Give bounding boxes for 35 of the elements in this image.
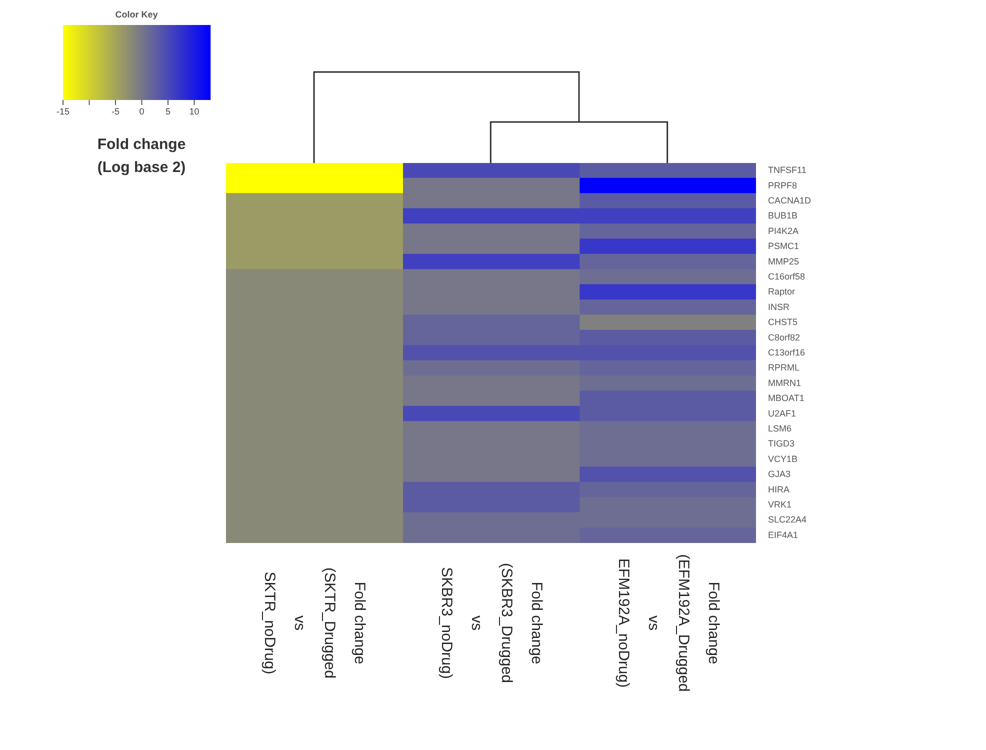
color-bar-label: -15 xyxy=(56,106,70,116)
y-tick-label: PI4K2A xyxy=(768,226,799,236)
x-tick-label: Fold change (EFM192A_Drugged vs EFM192A_noDrug) xyxy=(614,553,723,694)
y-tick-label: GJA3 xyxy=(768,469,791,480)
y-tick-label: MMP25 xyxy=(768,256,800,266)
y-tick-label: TNFSF11 xyxy=(768,165,806,176)
y-tick-label: CHST5 xyxy=(768,317,798,328)
color-bar-label: -5 xyxy=(111,106,120,116)
color-bar-title: Fold change (Log base 2) xyxy=(97,136,186,176)
y-tick-label: INSR xyxy=(768,302,790,312)
color-bar-label: 5 xyxy=(165,106,171,116)
y-tick-label: CACNA1D xyxy=(768,195,812,206)
y-tick-label: SLC22A4 xyxy=(768,514,807,525)
y-tick-label: MMRN1 xyxy=(768,378,801,388)
x-tick-label: Fold change (SKTR_Drugged vs SKTR_noDrug) xyxy=(260,566,370,680)
y-tick-label: RPRML xyxy=(768,362,800,373)
y-tick-label: HIRA xyxy=(768,484,790,494)
color-bar-label: 0 xyxy=(139,106,144,116)
y-tick-label: C8orf82 xyxy=(768,332,800,342)
y-tick-label: VRK1 xyxy=(768,499,792,510)
y-tick-label: MBOAT1 xyxy=(768,393,804,404)
y-tick-label: EIF4A1 xyxy=(768,530,798,540)
y-tick-label: BUB1B xyxy=(768,210,798,221)
y-tick-label: Raptor xyxy=(768,286,796,297)
y-tick-label: C16orf58 xyxy=(768,271,806,282)
y-tick-label: U2AF1 xyxy=(768,408,796,418)
y-tick-label: VCY1B xyxy=(768,454,798,464)
legend-title: Color Key xyxy=(115,9,158,20)
y-tick-label: C13orf16 xyxy=(768,347,806,358)
x-tick-label: Fold change (SKBR3_Drugged vs SKBR3_noDrug) xyxy=(437,562,546,686)
color-bar-label: 10 xyxy=(189,106,200,116)
y-tick-label: TIGD3 xyxy=(768,438,795,449)
y-tick-label: PRPF8 xyxy=(768,180,798,190)
y-tick-label: LSM6 xyxy=(768,423,792,434)
y-tick-label: PSMC1 xyxy=(768,241,800,252)
